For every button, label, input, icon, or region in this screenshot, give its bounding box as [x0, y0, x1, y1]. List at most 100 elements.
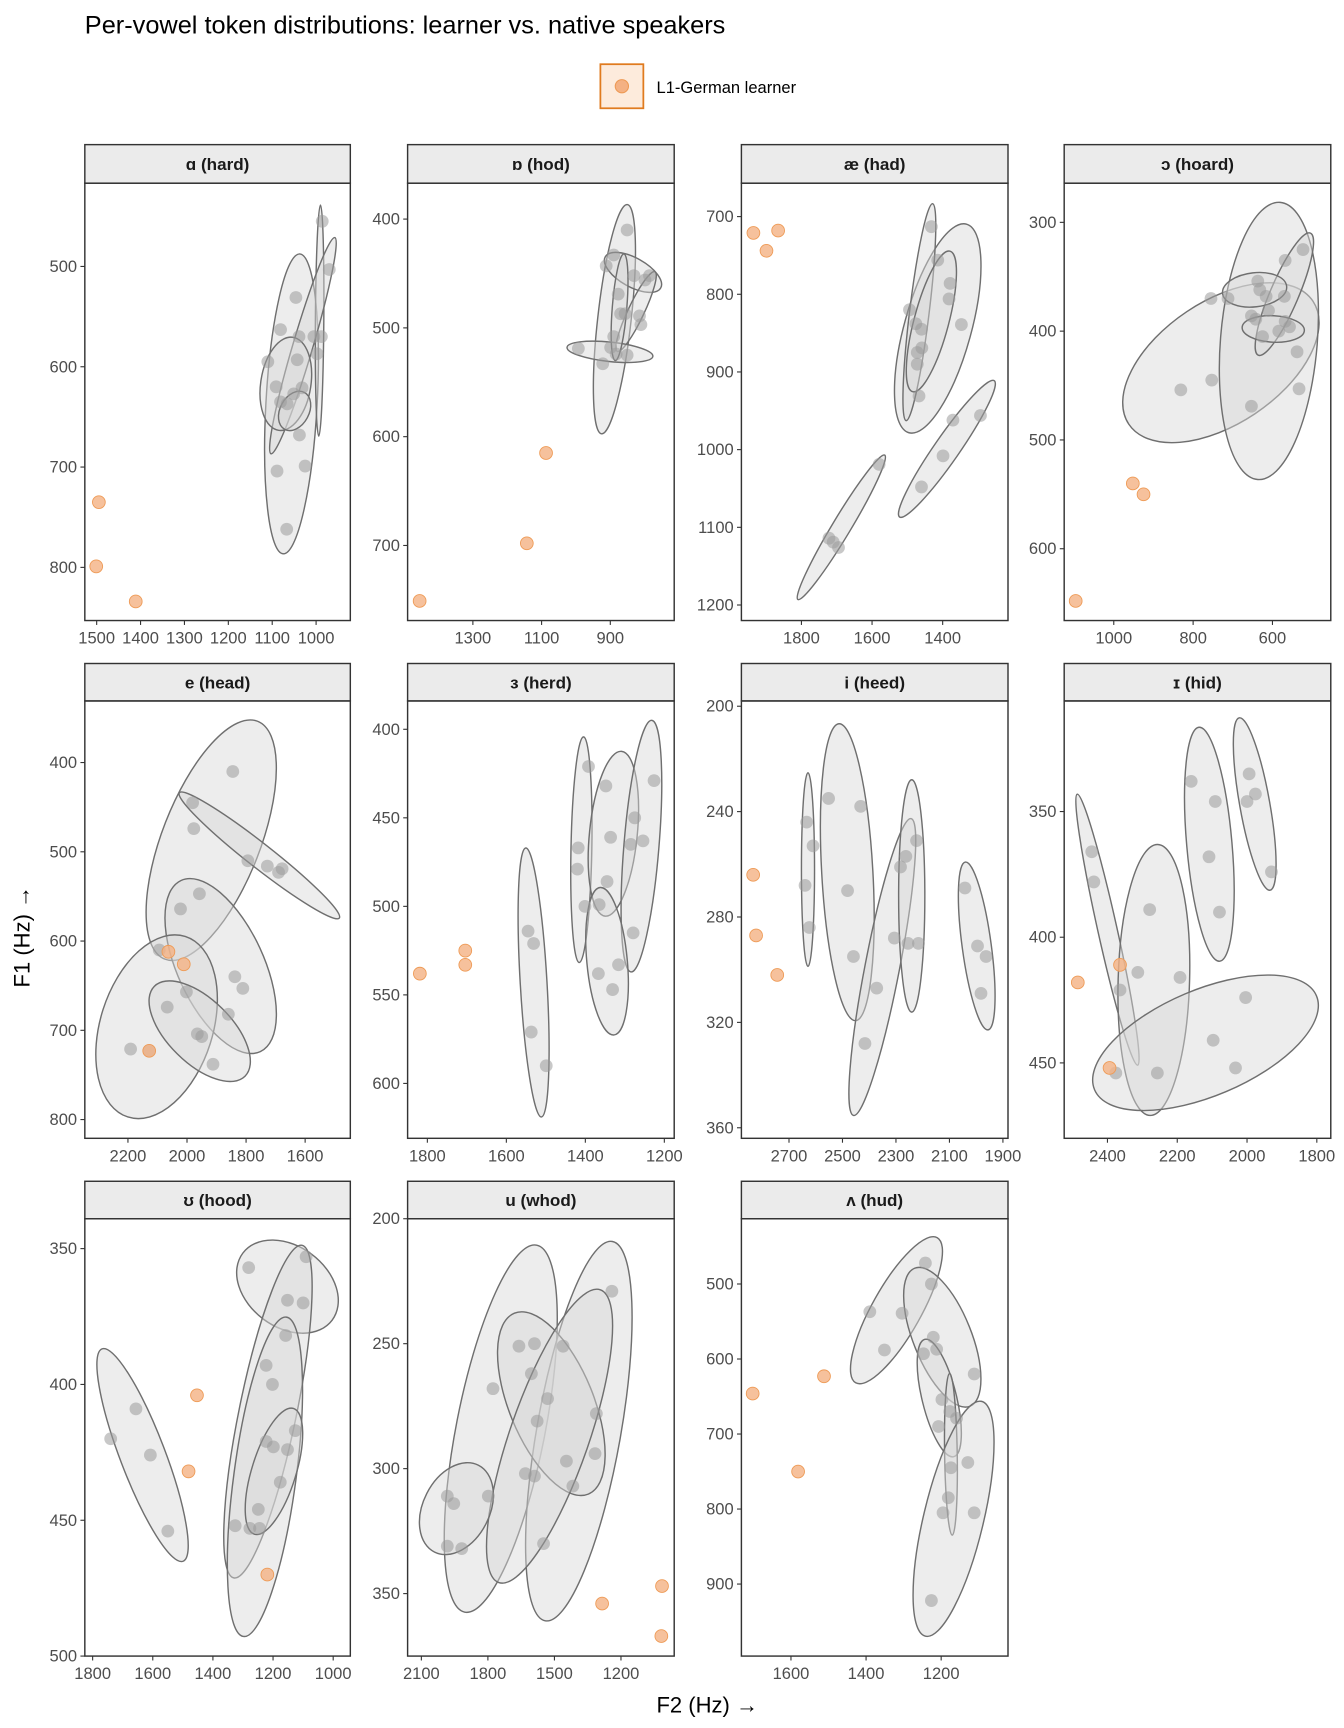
native-speaker-point [1206, 1033, 1220, 1047]
learner-point [458, 957, 473, 972]
native-speaker-point [1221, 292, 1235, 305]
plot-area [746, 723, 996, 1117]
native-speaker-point [634, 318, 648, 332]
native-speaker-point [941, 1491, 955, 1505]
native-speaker-point [251, 1503, 265, 1516]
facet-strip-label: æ (had) [844, 155, 906, 174]
confidence-ellipse [800, 772, 816, 968]
native-speaker-point [281, 1443, 294, 1457]
learner-point [176, 957, 191, 972]
native-speaker-point [266, 1440, 280, 1454]
native-speaker-point [195, 1030, 209, 1043]
learner-point [771, 223, 785, 238]
facet-strip-label: ʌ (hud) [846, 1191, 903, 1210]
native-speaker-point [1296, 243, 1310, 256]
learner-point [759, 243, 774, 258]
native-speaker-point [1173, 971, 1187, 984]
panel-border [84, 182, 352, 622]
y-tick-label: 800 [706, 285, 734, 304]
y-tick-label: 200 [372, 1209, 400, 1228]
native-speaker-point [293, 428, 306, 442]
x-tick-label: 900 [597, 629, 625, 648]
native-speaker-point [974, 987, 988, 1000]
native-speaker-point [541, 1392, 554, 1406]
x-tick-label: 1800 [470, 1664, 507, 1683]
learner-point [190, 1388, 204, 1403]
native-speaker-point [160, 1000, 174, 1014]
panel-border [1063, 700, 1332, 1140]
native-speaker-point [1131, 966, 1145, 979]
native-speaker-point [847, 950, 860, 963]
x-tick-label: 1500 [536, 1664, 573, 1683]
x-tick-label: 1400 [567, 1146, 604, 1165]
native-speaker-point [261, 355, 275, 369]
facet-strip-label: ɔ (hoard) [1161, 155, 1234, 174]
x-tick-label: 1200 [603, 1664, 640, 1683]
y-tick-label: 700 [372, 536, 400, 555]
x-tick-label: 1400 [122, 629, 159, 648]
learner-point [745, 1386, 760, 1401]
native-speaker-point [912, 936, 925, 950]
learner-point [181, 1464, 196, 1479]
native-speaker-point [1272, 324, 1286, 338]
x-tick-label: 800 [1179, 629, 1207, 648]
confidence-ellipse [897, 779, 926, 1013]
native-speaker-point [955, 318, 968, 331]
native-speaker-point [924, 220, 938, 234]
confidence-ellipse [517, 847, 550, 1118]
native-speaker-point [901, 936, 915, 950]
native-speaker-point [627, 269, 641, 283]
native-speaker-point [915, 480, 928, 494]
native-speaker-point [289, 291, 303, 304]
y-tick-label: 500 [1029, 430, 1057, 449]
native-speaker-point [925, 1277, 938, 1291]
confidence-ellipse [585, 886, 630, 1036]
native-speaker-point [936, 449, 950, 463]
facet-strip-label: ɜ (herd) [510, 673, 572, 692]
native-speaker-point [609, 347, 623, 361]
native-speaker-point [180, 985, 193, 999]
native-speaker-point [974, 409, 987, 422]
learner-point [1068, 594, 1083, 608]
native-speaker-point [1292, 382, 1306, 396]
confidence-ellipse [164, 877, 278, 1055]
facet-strip-label: ɒ (hod) [512, 155, 570, 174]
x-tick-label: 1800 [783, 629, 820, 648]
confidence-ellipse [1075, 793, 1140, 1066]
x-tick-label: 1800 [74, 1664, 111, 1683]
native-speaker-point [961, 1456, 975, 1469]
y-tick-label: 800 [706, 1500, 734, 1519]
native-speaker-point [537, 1537, 550, 1551]
learner-point [654, 1629, 669, 1643]
native-speaker-point [932, 1420, 945, 1433]
native-speaker-point [604, 830, 618, 844]
native-speaker-point [1249, 312, 1263, 326]
native-speaker-point [530, 1414, 544, 1428]
native-speaker-point [322, 263, 336, 276]
native-speaker-point [281, 1293, 294, 1307]
confidence-ellipse [226, 1316, 304, 1638]
y-tick-label: 450 [50, 1511, 78, 1530]
y-tick-label: 500 [706, 1275, 734, 1294]
native-speaker-point [1278, 254, 1292, 267]
native-speaker-point [280, 522, 294, 536]
native-speaker-point [878, 1343, 891, 1357]
panel-border [406, 182, 675, 622]
facet-strip [1063, 662, 1332, 702]
plot-area [412, 203, 663, 608]
native-speaker-point [620, 348, 634, 362]
x-tick-label: 1600 [854, 629, 891, 648]
native-speaker-point [798, 878, 812, 892]
native-speaker-point [925, 1594, 938, 1607]
native-speaker-point [1143, 903, 1157, 916]
learner-point [746, 868, 760, 882]
native-speaker-point [571, 841, 585, 855]
native-speaker-point [870, 981, 884, 995]
native-speaker-point [626, 926, 640, 940]
learner-point [1125, 476, 1140, 491]
native-speaker-point [270, 464, 284, 478]
native-speaker-point [193, 887, 206, 901]
native-speaker-point [221, 1007, 235, 1021]
native-speaker-point [292, 330, 306, 344]
